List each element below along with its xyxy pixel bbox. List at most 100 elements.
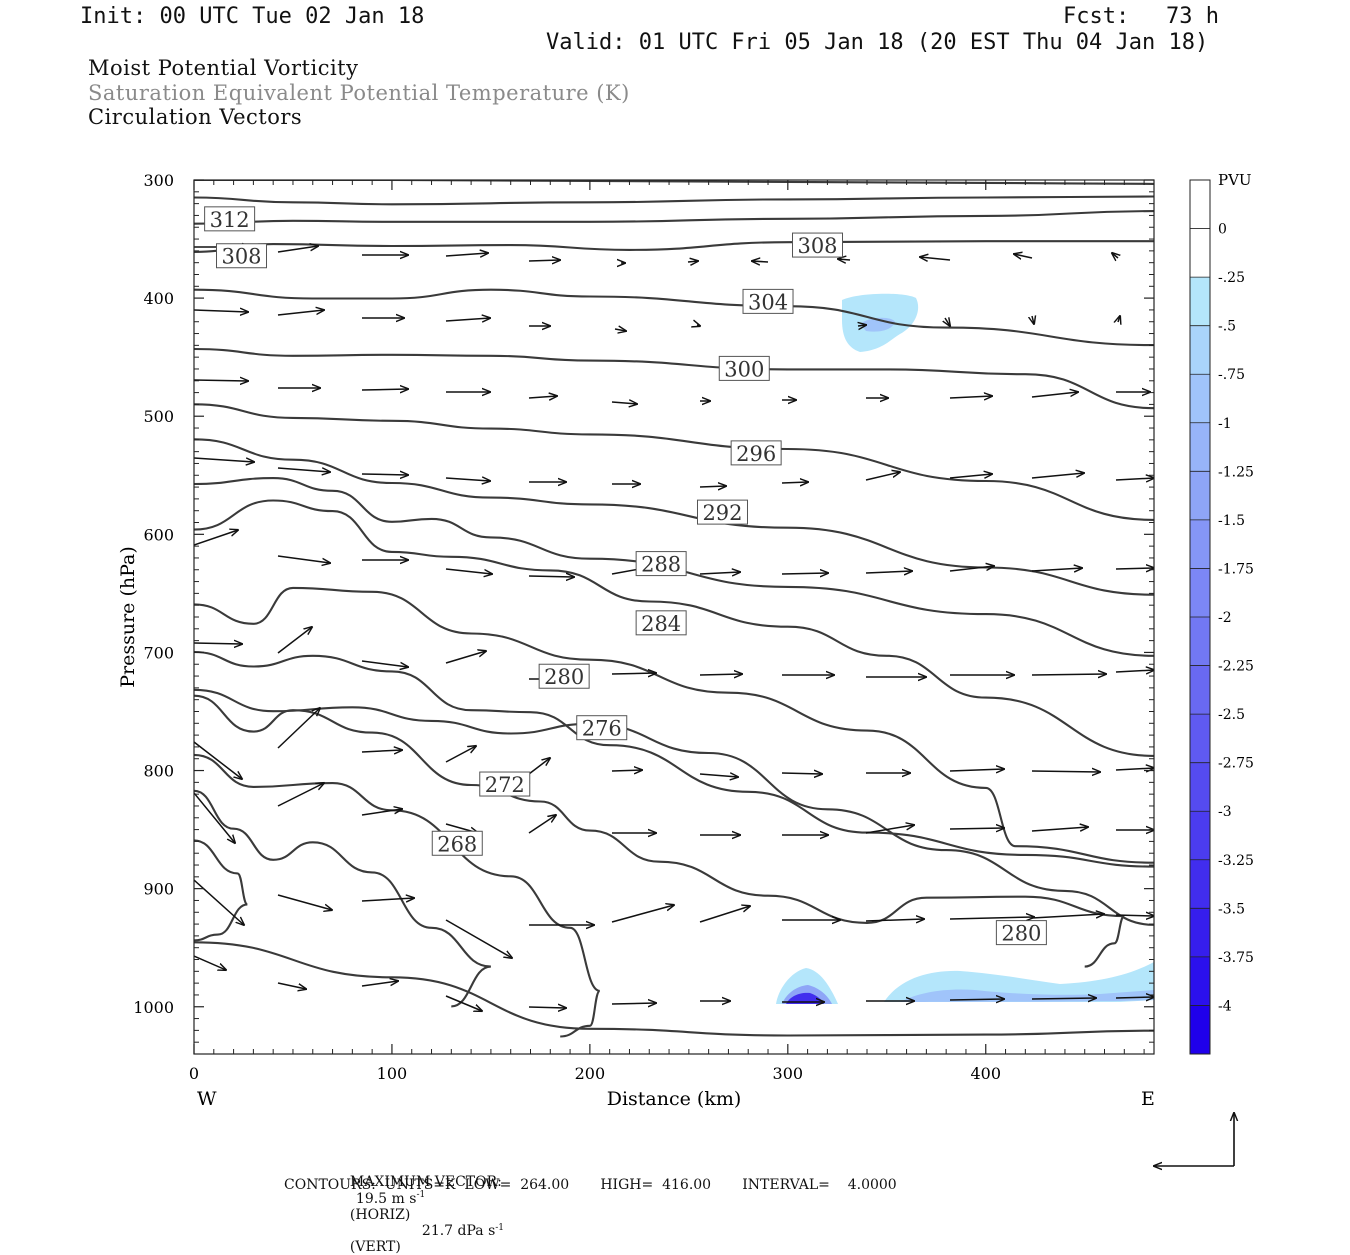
colorbar-label: -2.25 bbox=[1218, 659, 1254, 675]
circulation-vector bbox=[445, 568, 492, 574]
circulation-vector bbox=[949, 999, 1004, 1000]
y-tick-label: 800 bbox=[143, 762, 174, 781]
contour-label-box bbox=[204, 206, 256, 232]
field-title-mpv: Moist Potential Vorticity bbox=[88, 56, 359, 80]
max-horiz-value: 19.5 m s bbox=[355, 1190, 417, 1207]
circulation-vector bbox=[528, 758, 550, 775]
circulation-vector bbox=[1115, 997, 1154, 998]
contour-label: 292 bbox=[702, 501, 742, 525]
colorbar-label: -3.25 bbox=[1218, 853, 1254, 869]
max-vert-value: 21.7 dPa s bbox=[421, 1223, 496, 1240]
circulation-vector bbox=[445, 478, 490, 481]
colorbar-swatch bbox=[1190, 228, 1210, 278]
circulation-vector bbox=[945, 318, 950, 326]
contour-labels: 312 308 308 304 300 296 292 288 284 280 276 272 268 2… bbox=[204, 206, 1047, 946]
circulation-vector bbox=[949, 566, 994, 572]
colorbar-label: 0 bbox=[1218, 222, 1227, 238]
isentrope-line bbox=[194, 789, 492, 1008]
field-title-theta-es: Saturation Equivalent Potential Temperat… bbox=[88, 81, 630, 105]
max-horiz-suffix: (HORIZ) bbox=[349, 1206, 411, 1223]
circulation-vector bbox=[1031, 674, 1106, 675]
circulation-vector bbox=[361, 750, 402, 752]
circulation-vector bbox=[1115, 478, 1154, 480]
circulation-vector bbox=[194, 310, 248, 312]
contour-label: 300 bbox=[724, 357, 764, 381]
x-axis-label: Distance (km) bbox=[607, 1088, 742, 1110]
isentrope-line bbox=[194, 240, 1154, 253]
circulation-vector bbox=[614, 329, 626, 331]
circulation-vector bbox=[361, 809, 402, 816]
circulation-vectors bbox=[194, 246, 1154, 1011]
colorbar-swatch bbox=[1190, 1005, 1210, 1055]
reference-vector-icon bbox=[1154, 1113, 1234, 1166]
isentrope-line bbox=[194, 210, 1154, 225]
contour-label-box bbox=[742, 288, 794, 314]
circulation-vector bbox=[699, 674, 742, 675]
colorbar-label: -2.75 bbox=[1218, 756, 1254, 772]
circulation-vector bbox=[1031, 473, 1084, 479]
circulation-vector bbox=[194, 643, 242, 644]
circulation-vector bbox=[1118, 316, 1120, 322]
circulation-vector bbox=[865, 919, 924, 921]
y-tick-label: 400 bbox=[143, 289, 174, 308]
contour-label-box bbox=[635, 551, 687, 577]
colorbar-label: -1.75 bbox=[1218, 561, 1254, 577]
pv-anomaly-surface-west-core bbox=[786, 992, 824, 1004]
circulation-vector bbox=[1031, 771, 1100, 772]
contours-info: CONTOURS: UNITS=K LOW= 264.00 HIGH= 416.… bbox=[284, 1177, 897, 1193]
contour-label: 284 bbox=[641, 612, 681, 636]
contour-label: 268 bbox=[437, 832, 477, 856]
contour-label-box bbox=[792, 232, 844, 258]
circulation-vector bbox=[194, 792, 235, 843]
circulation-vector bbox=[445, 253, 488, 256]
circulation-vector bbox=[865, 825, 914, 834]
circulation-vector bbox=[194, 530, 238, 546]
colorbar-swatch bbox=[1190, 277, 1210, 327]
circulation-vector bbox=[361, 898, 414, 901]
y-axis-label: Pressure (hPa) bbox=[117, 546, 139, 688]
circulation-vector bbox=[194, 458, 254, 462]
circulation-vector bbox=[277, 708, 320, 749]
circulation-vector bbox=[528, 815, 556, 834]
circulation-vector bbox=[1031, 998, 1096, 999]
y-tick-label: 900 bbox=[143, 880, 174, 899]
colorbar-unit: PVU bbox=[1218, 171, 1252, 189]
x-tick-label: 0 bbox=[189, 1064, 199, 1083]
circulation-vector bbox=[194, 879, 244, 925]
contour-label: 276 bbox=[582, 717, 622, 741]
contour-label: 308 bbox=[797, 234, 837, 258]
circulation-vector bbox=[752, 261, 769, 262]
forecast-label: Fcst: bbox=[1063, 4, 1130, 29]
circulation-vector bbox=[445, 651, 486, 664]
contour-label: 304 bbox=[748, 290, 788, 314]
circulation-vector bbox=[1031, 568, 1082, 571]
circulation-vector bbox=[277, 555, 330, 563]
contour-label-box bbox=[995, 920, 1047, 946]
colorbar-label: -2 bbox=[1218, 610, 1232, 626]
isentrope-line bbox=[194, 839, 249, 942]
contour-label: 288 bbox=[641, 553, 681, 577]
circulation-vector bbox=[611, 673, 656, 674]
circulation-vector bbox=[445, 919, 512, 958]
contour-label: 308 bbox=[221, 245, 261, 269]
colorbar-swatch bbox=[1190, 762, 1210, 812]
y-tick-label: 300 bbox=[143, 171, 174, 190]
colorbar-label: -1.5 bbox=[1218, 513, 1245, 529]
circulation-vector bbox=[445, 746, 476, 763]
circulation-vector bbox=[277, 783, 324, 807]
colorbar-swatch bbox=[1190, 665, 1210, 715]
circulation-vector bbox=[194, 741, 242, 779]
circulation-vector bbox=[194, 380, 248, 381]
contour-label-box bbox=[538, 663, 590, 689]
circulation-vector bbox=[611, 402, 637, 404]
colorbar-swatch bbox=[1190, 471, 1210, 521]
circulation-vector bbox=[361, 389, 408, 390]
colorbar-label: -4 bbox=[1218, 998, 1232, 1014]
max-vert-exponent: -1 bbox=[495, 1222, 505, 1233]
circulation-vector bbox=[528, 576, 574, 577]
valid-time: Valid: 01 UTC Fri 05 Jan 18 (20 EST Thu … bbox=[546, 30, 1209, 55]
colorbar-label: -3.5 bbox=[1218, 901, 1245, 917]
x-tick-label: 100 bbox=[377, 1064, 408, 1083]
isentrope-line bbox=[194, 180, 1154, 185]
circulation-vector bbox=[949, 769, 1004, 771]
